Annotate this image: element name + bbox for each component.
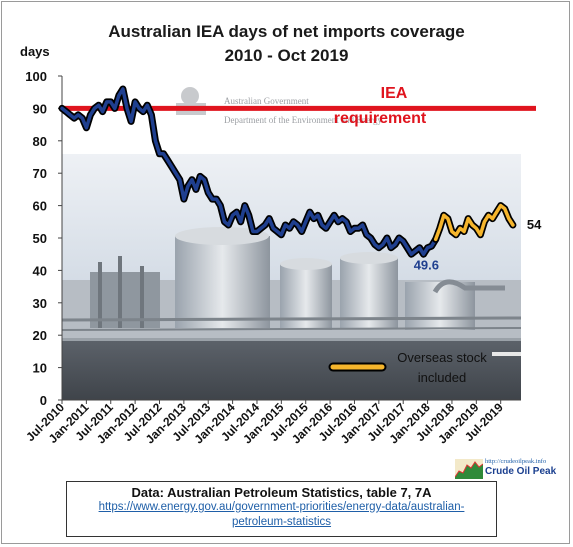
y-tick-label: 90 [33, 101, 47, 116]
series-group [58, 85, 517, 258]
series-line-1 [433, 203, 515, 242]
iea-label-line1: IEA [381, 85, 408, 102]
axes [58, 75, 521, 404]
legend: Overseas stock included [328, 350, 487, 385]
source-link[interactable]: https://www.energy.gov.au/government-pri… [98, 501, 465, 528]
iea-label-line2: requirement [334, 110, 427, 127]
crude-oil-peak-logo: http://crudeoilpeak.info Crude Oil Peak [455, 458, 565, 480]
series-end-label-domestic: 49.6 [414, 257, 439, 272]
source-title: Data: Australian Petroleum Statistics, t… [131, 485, 432, 500]
y-tick-label: 30 [33, 296, 47, 311]
y-tick-label: 0 [40, 393, 47, 408]
y-tick-labels: 0 10 20 30 40 50 60 70 80 90 100 [25, 69, 47, 408]
oil-peak-graph-icon [455, 459, 483, 479]
y-tick-label: 50 [33, 231, 47, 246]
series-line-0 [60, 87, 438, 256]
background-govt-line2: Department of the Environment and Energy [224, 115, 383, 125]
y-tick-label: 10 [33, 361, 47, 376]
refinery-photo-background: Australian Government Department of the … [61, 76, 522, 400]
y-tick-label: 80 [33, 134, 47, 149]
chart-title: Australian IEA days of net imports cover… [108, 22, 465, 41]
y-tick-label: 100 [25, 69, 47, 84]
x-tick-labels: Jul-2010Jan-2011Jul-2011Jan-2012Jul-2012… [23, 400, 506, 446]
legend-label-line1: Overseas stock [397, 350, 487, 365]
source-box: Data: Australian Petroleum Statistics, t… [66, 481, 497, 537]
logo-url[interactable]: http://crudeoilpeak.info [485, 458, 547, 465]
y-tick-label: 40 [33, 263, 47, 278]
background-govt-line1: Australian Government [224, 96, 309, 106]
logo-name: Crude Oil Peak [485, 466, 557, 477]
series-end-label-overseas: 54 [527, 217, 542, 232]
legend-label-line2: included [418, 370, 466, 385]
y-tick-label: 20 [33, 328, 47, 343]
y-axis-label: days [20, 44, 50, 59]
y-tick-label: 70 [33, 166, 47, 181]
y-tick-label: 60 [33, 199, 47, 214]
chart-subtitle: 2010 - Oct 2019 [224, 46, 349, 65]
